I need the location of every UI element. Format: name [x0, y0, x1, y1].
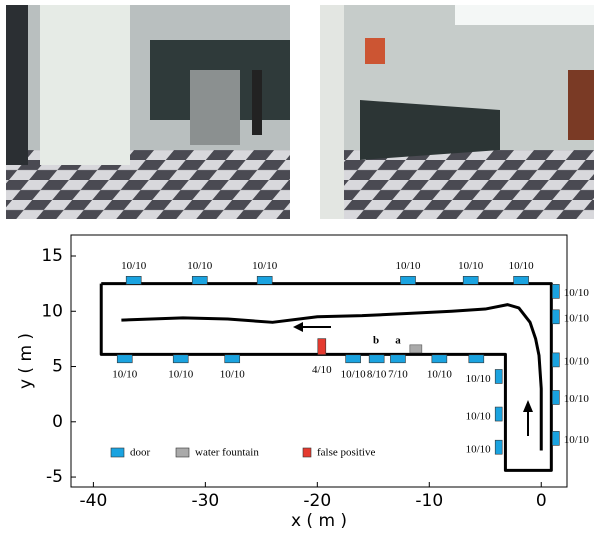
photo-right: [320, 5, 594, 219]
door-label: 10/10: [220, 368, 246, 380]
door: [191, 276, 208, 285]
door: [224, 354, 241, 364]
legend-label: false positive: [317, 447, 375, 459]
door: [368, 354, 385, 364]
door-label: 10/10: [509, 260, 535, 272]
door-label: 10/10: [564, 434, 590, 446]
door-label: 10/10: [564, 393, 590, 405]
x-tick-label: -30: [191, 491, 219, 511]
trajectory: [121, 303, 543, 451]
door: [125, 276, 142, 285]
x-tick-label: -20: [303, 491, 331, 511]
false-positive: [317, 338, 327, 355]
x-tick-label: 0: [536, 491, 547, 511]
annotation: a: [395, 335, 401, 347]
legend-swatch: [175, 447, 190, 458]
door-label: 7/10: [388, 368, 408, 380]
door-label: 10/10: [466, 444, 492, 456]
y-tick-label: 0: [52, 412, 63, 432]
legend-swatch: [302, 447, 312, 458]
false-positive-label: 4/10: [312, 364, 332, 376]
y-tick-label: 5: [52, 357, 63, 377]
door-label: 10/10: [341, 368, 367, 380]
door: [513, 276, 529, 285]
corridor-outline: [99, 282, 553, 472]
door-label: 10/10: [458, 260, 484, 272]
door: [256, 276, 273, 285]
photo-left: [6, 5, 290, 219]
door: [431, 354, 448, 364]
door: [390, 354, 406, 364]
door: [345, 354, 361, 364]
y-tick-label: 15: [41, 246, 63, 266]
y-axis-label: y ( m ): [16, 333, 36, 389]
door-label: 10/10: [466, 411, 492, 423]
door-label: 10/10: [564, 312, 590, 324]
legend-label: door: [130, 447, 151, 459]
door-label: 10/10: [168, 368, 194, 380]
door: [116, 354, 133, 364]
door-label: 10/10: [395, 260, 421, 272]
door: [172, 354, 189, 364]
annotation: b: [373, 335, 379, 347]
plot-frame: [70, 234, 568, 488]
door: [494, 406, 503, 422]
door: [552, 352, 560, 368]
door: [552, 309, 560, 325]
door: [552, 431, 560, 446]
door: [468, 354, 485, 364]
door-label: 10/10: [564, 355, 590, 367]
legend-label: water fountain: [195, 447, 259, 459]
arrow-head: [293, 322, 303, 332]
x-tick-label: -10: [415, 491, 443, 511]
door-label: 8/10: [367, 368, 387, 380]
door-label: 10/10: [564, 287, 590, 299]
door: [552, 390, 560, 405]
door: [494, 369, 503, 384]
x-tick-label: -40: [80, 491, 108, 511]
x-axis-label: x ( m ): [291, 511, 347, 531]
door: [552, 284, 560, 299]
door-label: 10/10: [112, 368, 138, 380]
legend-swatch: [110, 447, 125, 458]
door-label: 10/10: [466, 373, 492, 385]
door-label: 10/10: [252, 260, 278, 272]
door: [462, 276, 479, 285]
y-tick-label: -5: [46, 467, 63, 487]
door-label: 10/10: [427, 368, 453, 380]
water-fountain: [409, 344, 423, 354]
door: [494, 439, 503, 455]
door-label: 10/10: [121, 260, 147, 272]
door-label: 10/10: [187, 260, 213, 272]
y-tick-label: 10: [41, 301, 63, 321]
door: [400, 276, 416, 285]
arrow-head: [523, 400, 533, 412]
